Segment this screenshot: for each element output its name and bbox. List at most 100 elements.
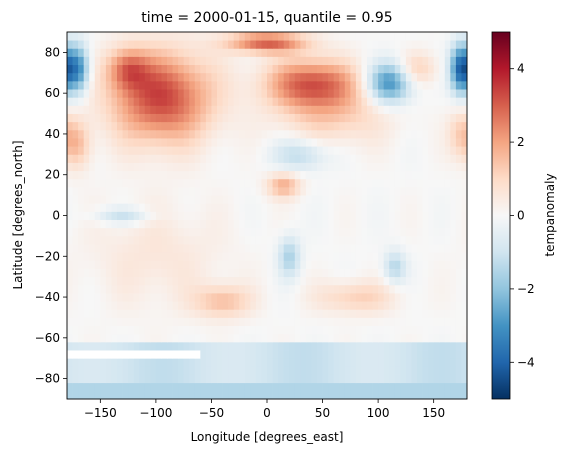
heatmap-cell [450, 333, 457, 343]
heatmap-cell [378, 146, 385, 155]
heatmap-cell [78, 252, 85, 261]
heatmap-cell [133, 64, 140, 74]
heatmap-cell [339, 32, 346, 41]
heatmap-cell [344, 146, 351, 155]
heatmap-cell [272, 97, 279, 106]
heatmap-cell [67, 178, 73, 188]
heatmap-cell [439, 121, 446, 131]
heatmap-cell [183, 121, 190, 131]
heatmap-cell [150, 390, 157, 400]
heatmap-cell [317, 366, 323, 375]
heatmap-cell [278, 211, 285, 220]
heatmap-cell [167, 32, 173, 41]
heatmap-cell [111, 284, 118, 294]
heatmap-cell [139, 268, 146, 278]
heatmap-cell [250, 138, 257, 147]
heatmap-cell [417, 121, 423, 131]
heatmap-cell [128, 40, 135, 49]
heatmap-cell [250, 211, 257, 220]
heatmap-cell [183, 366, 190, 375]
heatmap-cell [283, 121, 290, 131]
heatmap-cell [128, 366, 135, 375]
heatmap-cell [78, 121, 85, 131]
heatmap-cell [155, 64, 162, 74]
heatmap-cell [100, 309, 107, 318]
heatmap-cell [133, 227, 140, 237]
heatmap-cell [205, 178, 212, 188]
heatmap-cell [255, 105, 262, 114]
heatmap-cell [155, 203, 162, 212]
heatmap-cell [433, 292, 440, 302]
heatmap-cell [317, 358, 323, 367]
heatmap-cell [422, 211, 429, 220]
heatmap-cell [239, 203, 246, 212]
heatmap-cell [361, 382, 368, 392]
heatmap-cell [450, 252, 457, 261]
heatmap-cell [272, 350, 279, 359]
heatmap-cell [217, 211, 223, 220]
heatmap-cell [439, 129, 446, 139]
heatmap-cell [111, 309, 118, 318]
heatmap-cell [378, 40, 385, 49]
heatmap-cell [417, 292, 423, 302]
heatmap-cell [300, 129, 307, 139]
heatmap-cell [178, 178, 185, 188]
heatmap-cell [211, 154, 218, 163]
heatmap-cell [305, 178, 312, 188]
heatmap-cell [322, 260, 329, 269]
heatmap-cell [289, 227, 296, 237]
heatmap-cell [278, 350, 285, 359]
heatmap-cell [322, 97, 329, 106]
heatmap-cell [183, 211, 190, 220]
heatmap-cell [255, 350, 262, 359]
heatmap-cell [155, 138, 162, 147]
heatmap-cell [328, 170, 335, 180]
heatmap-cell [383, 170, 390, 180]
heatmap-cell [72, 178, 79, 188]
heatmap-cell [372, 358, 379, 367]
heatmap-cell [417, 195, 423, 204]
heatmap-cell [100, 64, 107, 74]
heatmap-cell [322, 268, 329, 278]
heatmap-cell [67, 301, 73, 310]
heatmap-cell [283, 276, 290, 286]
heatmap-cell [305, 374, 312, 384]
heatmap-cell [405, 390, 412, 400]
heatmap-cell [211, 227, 218, 237]
heatmap-cell [417, 301, 423, 310]
heatmap-cell [144, 178, 151, 188]
heatmap-cell [217, 244, 223, 253]
heatmap-cell [172, 260, 179, 269]
heatmap-cell [355, 121, 362, 131]
heatmap-cell [350, 195, 357, 204]
heatmap-cell [333, 56, 340, 66]
heatmap-cell [461, 219, 468, 229]
tick-label: 60 [45, 86, 60, 100]
heatmap-cell [378, 284, 385, 294]
heatmap-cell [172, 333, 179, 343]
heatmap-cell [455, 105, 462, 114]
heatmap-cell [394, 195, 401, 204]
heatmap-cell [389, 211, 396, 220]
heatmap-cell [383, 162, 390, 172]
heatmap-cell [444, 48, 451, 57]
heatmap-cell [83, 146, 90, 155]
heatmap-cell [389, 284, 396, 294]
heatmap-cell [461, 121, 468, 131]
heatmap-cell [205, 309, 212, 318]
heatmap-cell [228, 325, 235, 335]
heatmap-cell [100, 195, 107, 204]
heatmap-cell [411, 72, 418, 82]
heatmap-cell [155, 366, 162, 375]
heatmap-cell [305, 366, 312, 375]
heatmap-cell [428, 170, 435, 180]
heatmap-cell [211, 211, 218, 220]
heatmap-cell [72, 146, 79, 155]
heatmap-cell [439, 350, 446, 359]
heatmap-cell [139, 325, 146, 335]
heatmap-cell [428, 333, 435, 343]
heatmap-cell [400, 309, 407, 318]
heatmap-cell [317, 333, 323, 343]
heatmap-cell [422, 64, 429, 74]
heatmap-cell [450, 64, 457, 74]
